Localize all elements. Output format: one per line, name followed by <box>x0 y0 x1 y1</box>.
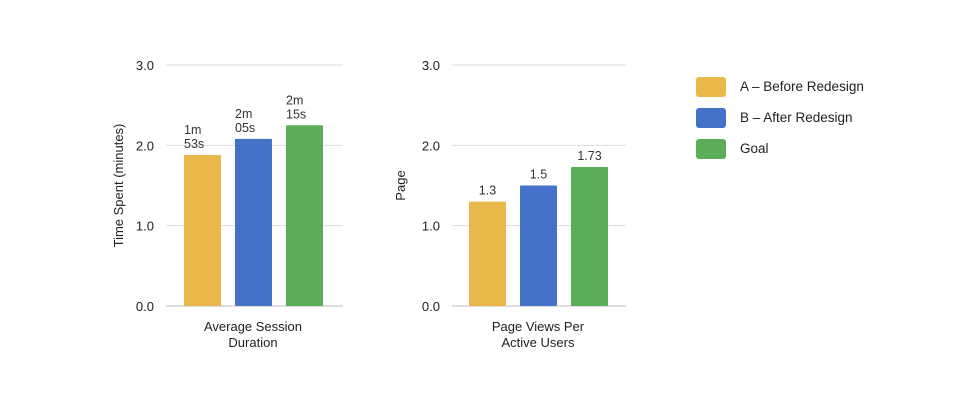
legend-item-goal: Goal <box>696 133 864 164</box>
legend-item-a: A – Before Redesign <box>696 71 864 102</box>
chart1-data-label-a-line2: 53s <box>184 137 204 151</box>
chart2-ytick-label-0: 0.0 <box>422 299 440 314</box>
legend-swatch-b <box>696 107 726 128</box>
chart1-data-label-goal-line1: 2m <box>286 93 303 107</box>
chart1-data-label-goal-line2: 15s <box>286 107 306 121</box>
chart1-data-label-b-line1: 2m <box>235 107 252 121</box>
chart2-data-label-a: 1.3 <box>479 184 496 198</box>
chart1-ytick-label-1: 1.0 <box>136 219 154 234</box>
legend-swatch-goal <box>696 138 726 159</box>
legend-item-b: B – After Redesign <box>696 102 864 133</box>
chart2-data-label-b: 1.5 <box>530 168 547 182</box>
chart2-data-label-goal: 1.73 <box>577 149 601 163</box>
legend-label-b: B – After Redesign <box>740 110 853 125</box>
chart1-bar-a <box>184 154 221 306</box>
chart2-category-label-line2: Active Users <box>502 335 575 350</box>
legend-label-a: A – Before Redesign <box>740 79 864 94</box>
chart1-bar-b <box>235 138 272 306</box>
chart2-y-axis-title: Page <box>393 170 408 200</box>
legend: A – Before Redesign B – After Redesign G… <box>696 71 864 164</box>
chart1-data-label-b-line2: 05s <box>235 121 255 135</box>
chart1-y-axis-title: Time Spent (minutes) <box>111 124 126 248</box>
chart2-bar-b <box>520 185 557 306</box>
legend-label-goal: Goal <box>740 141 769 156</box>
chart2-ytick-label-3: 3.0 <box>422 58 440 73</box>
chart2-category-label-line1: Page Views Per <box>492 319 585 334</box>
chart1-category-label-line1: Average Session <box>204 319 302 334</box>
legend-swatch-a <box>696 76 726 97</box>
chart2-bar-a <box>469 201 506 306</box>
chart2-ytick-label-1: 1.0 <box>422 219 440 234</box>
chart1-category-label-line2: Duration <box>228 335 277 350</box>
chart1-bar-goal <box>286 125 323 306</box>
chart1-ytick-label-3: 3.0 <box>136 58 154 73</box>
chart1-ytick-label-0: 0.0 <box>136 299 154 314</box>
chart2-ytick-label-2: 2.0 <box>422 138 440 153</box>
chart1-data-label-a-line1: 1m <box>184 123 201 137</box>
chart1-ytick-label-2: 2.0 <box>136 138 154 153</box>
chart2-bar-goal <box>571 167 608 306</box>
